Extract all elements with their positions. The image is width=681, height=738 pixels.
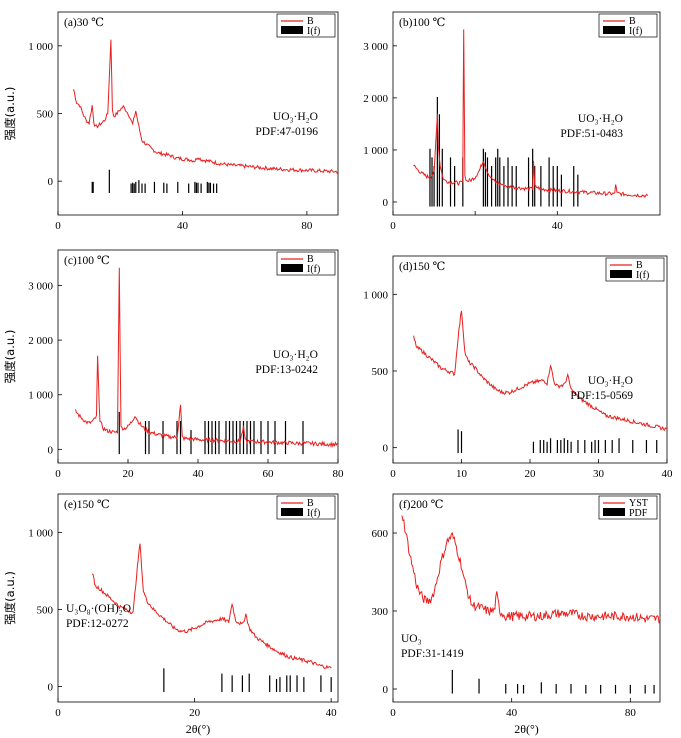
legend-entry: I(f) — [307, 264, 320, 275]
phase-name: UO₃ — [401, 633, 422, 645]
x-tick-label: 40 — [193, 468, 205, 480]
series-line-B — [73, 39, 338, 174]
panel-label: (f)200 ℃ — [399, 499, 444, 511]
panel-b: 0 1 000 2 000 3 000 0 40 (b)100 ℃ UO₃·H₂O PDF:51… — [363, 11, 661, 232]
x-tick-label: 30 — [593, 468, 605, 480]
x-tick-label: 0 — [55, 707, 61, 719]
y-tick-label: 0 — [48, 444, 54, 456]
pdf-number: PDF:51-0483 — [560, 128, 623, 140]
panel-e: 0 500 1 000 0 20 40 (e)150 ℃ U₃O₈·(OH)₂O PDF:12-… — [3, 493, 339, 736]
y-tick-label: 3 000 — [28, 281, 53, 293]
x-tick-label: 0 — [390, 468, 396, 480]
y-tick-label: 500 — [37, 109, 54, 121]
x-tick-label: 80 — [333, 468, 345, 480]
series-line-B — [75, 267, 338, 449]
y-tick-label: 2 000 — [28, 335, 53, 347]
panel-label: (c)100 ℃ — [64, 255, 110, 267]
panel-label: (e)150 ℃ — [64, 499, 110, 511]
y-tick-label: 1 000 — [28, 390, 53, 402]
legend-entry: B — [629, 16, 636, 27]
plot-frame — [392, 255, 668, 464]
legend-entry: B — [307, 498, 314, 509]
x-tick-label: 80 — [301, 220, 313, 232]
legend-entry: B — [307, 16, 314, 27]
y-tick-label: 1 000 — [363, 289, 388, 301]
x-tick-label: 20 — [189, 707, 201, 719]
x-tick-label: 20 — [525, 468, 537, 480]
panel-label: (b)100 ℃ — [399, 17, 446, 29]
x-tick-label: 0 — [55, 220, 61, 232]
x-tick-label: 40 — [506, 707, 518, 719]
panel-f: 0 300 600 0 40 80 (f)200 ℃ UO₃ PDF:31-1419 YSTPDF… — [372, 493, 661, 736]
legend-bar-swatch — [281, 264, 303, 272]
x-tick-label: 60 — [263, 468, 275, 480]
legend-entry: B — [636, 260, 643, 271]
x-tick-label: 0 — [55, 468, 61, 480]
panel-a: 0 500 1 000 0 40 80 (a)30 ℃ UO₃·H₂O PDF:47-0196 B… — [3, 11, 339, 232]
pdf-number: PDF:15-0569 — [570, 390, 633, 402]
legend-entry: B — [307, 254, 314, 265]
x-tick-label: 40 — [552, 220, 564, 232]
x-tick-label: 40 — [177, 220, 189, 232]
panel-d: 0 500 1 000 0 10 20 30 40 (d)150 ℃ UO₃·H₂O PDF:15-… — [363, 255, 674, 480]
phase-name: UO₃·H₂O — [588, 375, 633, 387]
y-tick-label: 0 — [383, 684, 389, 696]
pdf-number: PDF:13-0242 — [255, 364, 318, 376]
y-tick-label: 1 000 — [363, 145, 388, 157]
series-line-YST — [401, 515, 660, 624]
y-tick-label: 1 000 — [28, 41, 53, 53]
phase-name: UO₃·H₂O — [273, 111, 318, 123]
pdf-number: PDF:12-0272 — [66, 618, 129, 630]
legend-entry: I(f) — [307, 508, 320, 519]
legend-bar-swatch — [281, 508, 303, 516]
legend-entry: YST — [629, 498, 648, 509]
y-tick-label: 0 — [383, 197, 389, 209]
y-tick-label: 600 — [372, 528, 389, 540]
series-line-B — [91, 543, 332, 670]
legend-entry: I(f) — [629, 26, 642, 37]
y-tick-label: 2 000 — [363, 93, 388, 105]
y-tick-label: 300 — [372, 606, 389, 618]
x-axis-label: 2θ(°) — [186, 722, 211, 736]
x-axis-label: 2θ(°) — [514, 722, 539, 736]
series-line-B — [413, 29, 649, 199]
pdf-number: PDF:47-0196 — [255, 126, 318, 138]
panel-c: 0 1 000 2 000 3 000 0 20 40 60 80 (c)100 ℃ UO₃·H₂O… — [3, 249, 345, 480]
x-tick-label: 10 — [456, 468, 468, 480]
legend-entry: I(f) — [636, 270, 649, 281]
phase-name: UO₃·H₂O — [273, 349, 318, 361]
legend-bar-swatch — [603, 508, 625, 516]
x-tick-label: 80 — [625, 707, 637, 719]
y-tick-label: 0 — [48, 176, 54, 188]
x-tick-label: 20 — [123, 468, 135, 480]
series-line-B — [413, 310, 667, 432]
panel-label: (a)30 ℃ — [64, 17, 104, 29]
y-axis-label: 强度(a.u.) — [3, 87, 17, 141]
plot-frame — [57, 493, 339, 703]
x-tick-label: 0 — [390, 707, 396, 719]
phase-name: UO₃·H₂O — [578, 113, 623, 125]
legend-entry: I(f) — [307, 26, 320, 37]
x-tick-label: 0 — [390, 220, 396, 232]
phase-name: U₃O₈·(OH)₂O — [66, 603, 131, 615]
y-tick-label: 0 — [383, 443, 389, 455]
legend-bar-swatch — [281, 26, 303, 34]
y-tick-label: 500 — [37, 605, 54, 617]
y-axis-label: 强度(a.u.) — [3, 330, 17, 384]
x-tick-label: 40 — [326, 707, 338, 719]
panel-label: (d)150 ℃ — [399, 261, 446, 273]
y-tick-label: 3 000 — [363, 41, 388, 53]
plot-frame — [392, 493, 661, 703]
y-tick-label: 500 — [372, 366, 389, 378]
pdf-number: PDF:31-1419 — [401, 648, 464, 660]
legend-bar-swatch — [610, 270, 632, 278]
x-tick-label: 40 — [662, 468, 674, 480]
y-axis-label: 强度(a.u.) — [3, 571, 17, 625]
y-tick-label: 1 000 — [28, 528, 53, 540]
plot-frame — [392, 11, 661, 216]
legend-bar-swatch — [603, 26, 625, 34]
legend-entry: PDF — [629, 508, 648, 519]
y-tick-label: 0 — [48, 682, 54, 694]
